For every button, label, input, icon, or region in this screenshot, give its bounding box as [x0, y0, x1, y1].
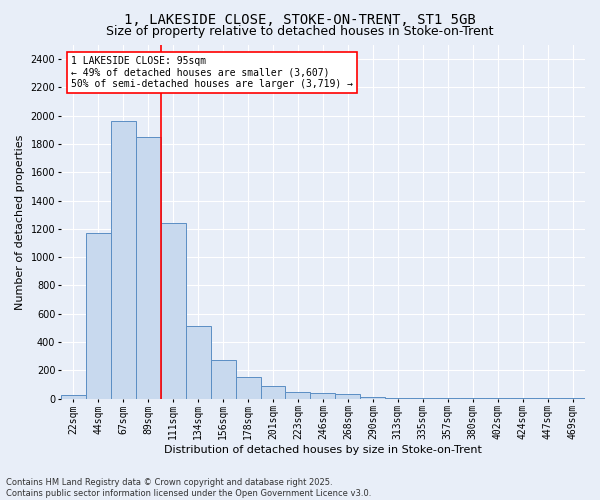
Text: 1 LAKESIDE CLOSE: 95sqm
← 49% of detached houses are smaller (3,607)
50% of semi: 1 LAKESIDE CLOSE: 95sqm ← 49% of detache… [71, 56, 353, 89]
Bar [211, 360, 236, 399]
Text: 1, LAKESIDE CLOSE, STOKE-ON-TRENT, ST1 5GB: 1, LAKESIDE CLOSE, STOKE-ON-TRENT, ST1 5… [124, 12, 476, 26]
Bar [260, 386, 286, 398]
Bar [335, 394, 361, 398]
Bar [86, 233, 111, 398]
Text: Size of property relative to detached houses in Stoke-on-Trent: Size of property relative to detached ho… [106, 25, 494, 38]
Y-axis label: Number of detached properties: Number of detached properties [15, 134, 25, 310]
Bar [286, 392, 310, 398]
Bar [111, 122, 136, 398]
Bar [185, 326, 211, 398]
Text: Contains HM Land Registry data © Crown copyright and database right 2025.
Contai: Contains HM Land Registry data © Crown c… [6, 478, 371, 498]
Bar [161, 223, 185, 398]
Bar [310, 394, 335, 398]
Bar [236, 376, 260, 398]
Bar [61, 394, 86, 398]
Bar [136, 137, 161, 398]
X-axis label: Distribution of detached houses by size in Stoke-on-Trent: Distribution of detached houses by size … [164, 445, 482, 455]
Bar [361, 397, 385, 398]
